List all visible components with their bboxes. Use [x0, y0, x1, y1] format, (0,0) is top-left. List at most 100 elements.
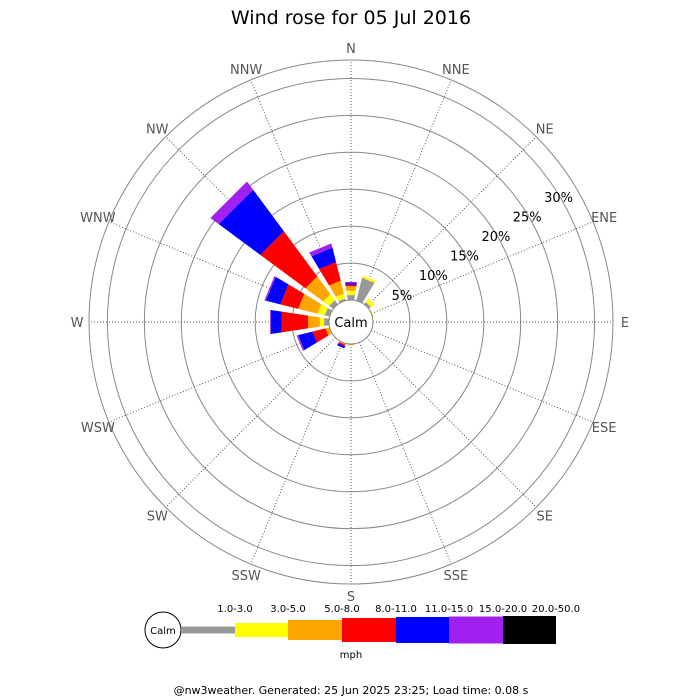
direction-label-wnw: WNW [80, 211, 116, 226]
legend-range-label: 20.0-50.0 [532, 604, 580, 615]
percent-label: 20% [481, 230, 510, 245]
percent-tick-labels: 5% 10%15%20%25%30% [392, 191, 573, 304]
spoke-wsw [108, 329, 331, 423]
bar-n-1.0-3.0 [346, 295, 356, 301]
bar-nnw-8.0-11.0 [319, 261, 341, 286]
bar-n-8.0-11.0 [345, 284, 357, 287]
direction-label-sse: SSE [443, 569, 468, 584]
direction-label-w: W [71, 316, 84, 331]
bar-nnw-1.0-3.0 [338, 298, 346, 304]
spoke-nne [358, 79, 452, 302]
bar-n-5.0-8.0 [345, 286, 357, 291]
direction-label-ene: ENE [591, 211, 617, 226]
bar-wnw-8.0-11.0 [280, 284, 305, 309]
bar-nnw-3.0-5.0 [335, 293, 346, 302]
bar-w-8.0-11.0 [281, 311, 309, 333]
bar-wnw-3.0-5.0 [317, 304, 328, 316]
bar-ssw-11.0-15.0 [337, 343, 345, 349]
direction-label-sw: SW [147, 510, 168, 525]
calm-label: Calm [334, 316, 367, 331]
bar-nw-11.0-15.0 [218, 189, 284, 255]
bar-w-3.0-5.0 [319, 317, 325, 327]
spoke-ene [371, 221, 594, 315]
direction-label-ese: ESE [592, 421, 617, 436]
legend-range-label: 1.0-3.0 [217, 604, 252, 615]
spoke-sse [358, 342, 452, 565]
legend-swatch-15.0-20.0 [449, 616, 503, 644]
bar-nw-3.0-5.0 [323, 294, 335, 306]
bar-nnw-5.0-8.0 [329, 280, 344, 297]
spoke-ne [366, 136, 537, 307]
bar-wsw-8.0-11.0 [312, 328, 329, 343]
legend-swatch-5.0-8.0 [288, 620, 342, 640]
bar-nw-8.0-11.0 [260, 231, 318, 289]
legend-calm-label: Calm [150, 626, 176, 637]
legend-units-label: mph [340, 650, 362, 661]
bar-n-15.0-20.0 [345, 281, 357, 284]
bar-wsw-15.0-20.0 [296, 335, 305, 351]
bar-nw-1.0-3.0 [329, 300, 338, 309]
grid-circle [254, 225, 448, 419]
wind-bars [210, 181, 376, 351]
legend-swatch-8.0-11.0 [342, 618, 396, 642]
percent-label: 5% [392, 289, 413, 304]
bar-w-1.0-3.0 [324, 317, 330, 327]
direction-label-n: N [346, 42, 356, 57]
grid-circle [143, 114, 559, 530]
bar-n-3.0-5.0 [346, 290, 356, 296]
direction-label-nnw: NNW [230, 63, 262, 78]
bar-w-5.0-8.0 [308, 315, 320, 329]
spoke-ssw [250, 342, 344, 565]
legend-range-label: 11.0-15.0 [425, 604, 473, 615]
legend-range-label: 8.0-11.0 [375, 604, 417, 615]
spoke-sw [165, 337, 336, 508]
direction-label-ssw: SSW [231, 569, 261, 584]
chart-title: Wind rose for 05 Jul 2016 [231, 7, 471, 29]
bar-wnw-11.0-15.0 [265, 276, 289, 305]
legend-swatch-3.0-5.0 [235, 623, 288, 637]
percent-label: 25% [513, 211, 542, 226]
grid-circle-outer [88, 59, 614, 585]
footer-text: @nw3weather. Generated: 25 Jun 2025 23:2… [174, 684, 529, 697]
direction-labels: N NNE NE ENE E ESE SE SSE S SSW SW WSW W WNW NW NNW [71, 42, 630, 605]
bar-nw-5.0-8.0 [305, 276, 331, 302]
bar-ne-1.0-3.0 [364, 301, 372, 309]
percent-label: 10% [419, 269, 448, 284]
legend-swatch-20.0-50.0 [503, 616, 556, 644]
spoke-ese [371, 329, 594, 423]
bar-n-11.0-15.0 [345, 283, 357, 285]
bar-ssw-8.0-11.0 [338, 342, 346, 347]
bar-nne-3.0-5.0 [362, 275, 376, 283]
bar-nnw-11.0-15.0 [311, 247, 337, 269]
grid-circle [217, 188, 485, 456]
legend-range-label: 15.0-20.0 [479, 604, 527, 615]
percent-label: 30% [544, 191, 573, 206]
direction-label-nne: NNE [442, 63, 470, 78]
direction-label-se: SE [537, 510, 553, 525]
speed-legend: Calm 1.0-3.0 3.0-5.0 5.0-8.0 8.0-11.0 11.0-15… [144, 604, 580, 661]
direction-label-e: E [621, 316, 629, 331]
legend-range-label: 5.0-8.0 [324, 604, 359, 615]
bar-ne-3.0-5.0 [365, 298, 375, 308]
calm-circle: Calm [328, 299, 374, 345]
bar-wsw-11.0-15.0 [298, 331, 317, 351]
bar-nw-15.0-20.0 [210, 181, 254, 225]
grid-circle [106, 77, 596, 567]
bar-nnw-15.0-20.0 [309, 243, 333, 257]
bar-nne-1.0-3.0 [356, 277, 375, 304]
bar-w-15.0-20.0 [270, 309, 271, 335]
spoke-se [366, 337, 537, 508]
bar-wnw-5.0-8.0 [298, 293, 322, 314]
bar-w-11.0-15.0 [270, 310, 282, 334]
direction-label-nw: NW [146, 122, 169, 137]
bar-wnw-15.0-20.0 [264, 276, 276, 301]
legend-range-label: 3.0-5.0 [270, 604, 305, 615]
legend-swatch-11.0-15.0 [396, 617, 449, 643]
direction-label-wsw: WSW [81, 421, 115, 436]
legend-swatch-1.0-3.0 [181, 626, 235, 634]
calm-circle-shape [328, 299, 374, 345]
direction-label-ne: NE [536, 122, 554, 137]
percent-label: 15% [450, 250, 479, 265]
direction-label-s: S [347, 590, 355, 605]
